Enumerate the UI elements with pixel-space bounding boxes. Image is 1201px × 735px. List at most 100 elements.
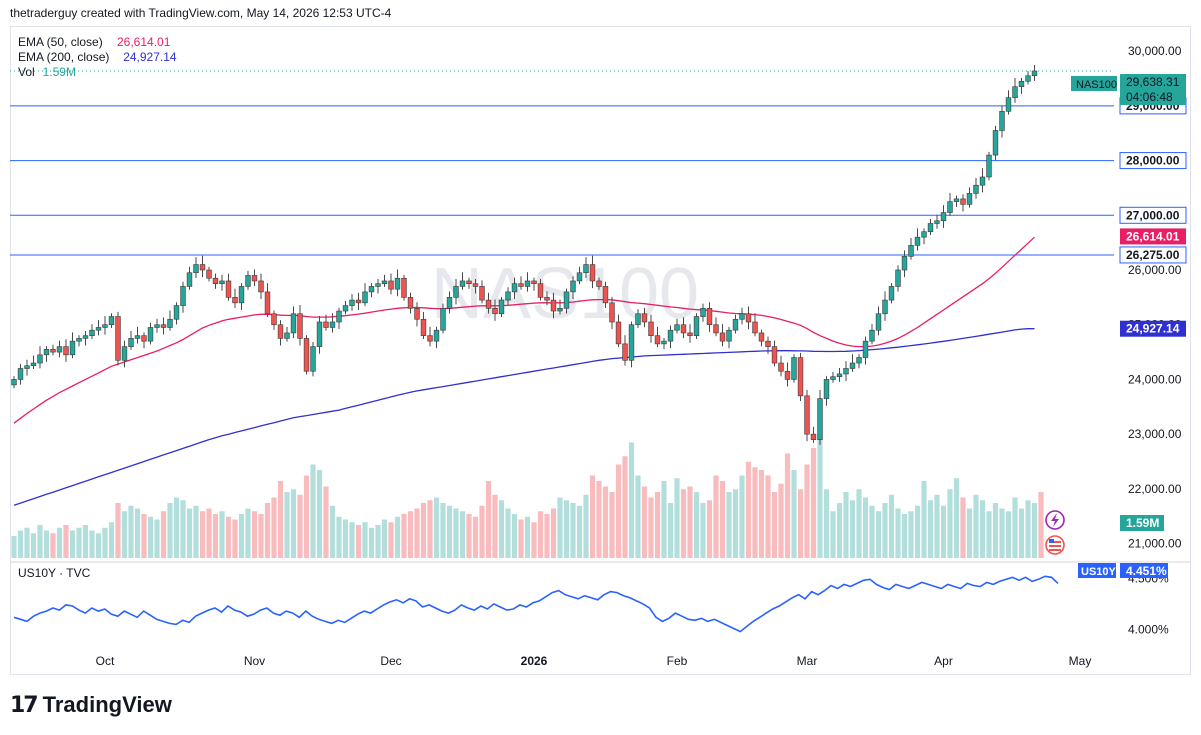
candle[interactable] xyxy=(336,307,342,330)
ema200-badge[interactable]: 24,927.14 xyxy=(1120,320,1186,337)
candle[interactable] xyxy=(940,205,947,228)
candle[interactable] xyxy=(797,352,804,402)
candle[interactable] xyxy=(849,354,856,372)
candle[interactable] xyxy=(700,303,706,322)
ema200-line[interactable] xyxy=(13,328,1035,506)
candle[interactable] xyxy=(973,177,979,199)
candle[interactable] xyxy=(947,192,953,216)
candle[interactable] xyxy=(323,314,329,331)
candle[interactable] xyxy=(589,255,596,289)
candle[interactable] xyxy=(154,318,160,333)
candle[interactable] xyxy=(160,317,167,335)
candle[interactable] xyxy=(368,283,375,298)
candle[interactable] xyxy=(914,228,921,251)
candle[interactable] xyxy=(219,274,225,291)
candle[interactable] xyxy=(979,168,986,193)
candle[interactable] xyxy=(1005,90,1012,115)
candle[interactable] xyxy=(303,335,310,375)
candle[interactable] xyxy=(843,361,849,382)
candle[interactable] xyxy=(544,291,550,306)
candle[interactable] xyxy=(674,318,680,334)
candle[interactable] xyxy=(537,279,544,301)
candle[interactable] xyxy=(791,354,797,383)
candle[interactable] xyxy=(706,302,713,332)
candle[interactable] xyxy=(206,266,212,282)
candle[interactable] xyxy=(115,311,121,366)
candle[interactable] xyxy=(69,332,76,359)
candle[interactable] xyxy=(895,265,901,292)
candle[interactable] xyxy=(628,321,635,368)
candle[interactable] xyxy=(479,280,485,304)
candle[interactable] xyxy=(784,362,791,387)
candle[interactable] xyxy=(186,266,193,290)
candle[interactable] xyxy=(76,335,82,347)
candle[interactable] xyxy=(102,315,108,335)
candle[interactable] xyxy=(414,302,420,327)
candle[interactable] xyxy=(472,279,479,294)
candle[interactable] xyxy=(17,363,24,385)
candle[interactable] xyxy=(95,320,102,336)
candle[interactable] xyxy=(921,228,927,245)
candle[interactable] xyxy=(511,277,518,300)
candle[interactable] xyxy=(349,294,355,311)
candle[interactable] xyxy=(505,287,511,306)
candle[interactable] xyxy=(856,354,862,369)
candle[interactable] xyxy=(609,296,615,330)
candle[interactable] xyxy=(817,389,823,445)
candle[interactable] xyxy=(433,326,440,349)
candle[interactable] xyxy=(862,336,869,365)
candle[interactable] xyxy=(687,324,693,343)
candle[interactable] xyxy=(82,331,89,346)
candle[interactable] xyxy=(518,276,524,290)
candle[interactable] xyxy=(251,269,258,287)
candle[interactable] xyxy=(173,302,180,325)
candle[interactable] xyxy=(804,389,810,442)
candle[interactable] xyxy=(245,270,251,290)
candle[interactable] xyxy=(713,317,719,337)
candle[interactable] xyxy=(277,320,284,346)
candle[interactable] xyxy=(420,311,427,339)
candle[interactable] xyxy=(992,125,999,161)
candle[interactable] xyxy=(329,313,336,333)
candle[interactable] xyxy=(869,324,875,345)
candle[interactable] xyxy=(89,324,95,339)
candle[interactable] xyxy=(654,326,661,348)
candle[interactable] xyxy=(121,340,128,368)
candle[interactable] xyxy=(362,283,368,307)
us10y-line[interactable] xyxy=(13,575,1059,633)
candle[interactable] xyxy=(1031,64,1038,81)
candle[interactable] xyxy=(726,326,732,349)
us10y-badge[interactable]: US10Y 4.451% xyxy=(1078,563,1168,578)
candle[interactable] xyxy=(739,307,745,325)
candle[interactable] xyxy=(986,151,992,181)
candle[interactable] xyxy=(622,335,628,366)
candle[interactable] xyxy=(875,306,882,336)
candle[interactable] xyxy=(810,426,817,443)
candle[interactable] xyxy=(765,336,771,354)
candle[interactable] xyxy=(745,306,752,330)
candle[interactable] xyxy=(225,273,232,301)
candle[interactable] xyxy=(953,195,960,207)
candle[interactable] xyxy=(440,303,446,334)
candle[interactable] xyxy=(888,283,895,304)
candle[interactable] xyxy=(108,313,115,329)
candle[interactable] xyxy=(901,250,908,278)
candle[interactable] xyxy=(661,337,667,350)
candle[interactable] xyxy=(271,310,277,330)
candle[interactable] xyxy=(342,300,349,315)
candle[interactable] xyxy=(147,322,154,345)
candle[interactable] xyxy=(290,306,297,339)
candle[interactable] xyxy=(30,355,37,370)
candle[interactable] xyxy=(167,310,173,331)
level-badge[interactable]: 28,000.00 xyxy=(1119,152,1187,170)
candle[interactable] xyxy=(466,277,472,289)
candle[interactable] xyxy=(1012,77,1018,103)
candle[interactable] xyxy=(446,291,453,314)
candle[interactable] xyxy=(238,283,245,310)
candle[interactable] xyxy=(232,288,238,309)
candle[interactable] xyxy=(615,314,622,348)
candle[interactable] xyxy=(752,313,758,337)
candle[interactable] xyxy=(355,292,362,310)
